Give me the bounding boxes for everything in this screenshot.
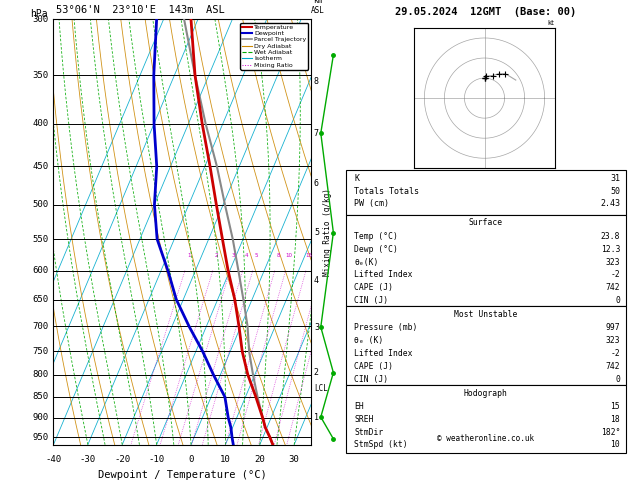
Text: 23.8: 23.8 <box>601 232 620 241</box>
Text: Surface: Surface <box>469 218 503 227</box>
FancyBboxPatch shape <box>346 215 626 307</box>
Text: 700: 700 <box>32 322 48 331</box>
Text: 323: 323 <box>606 336 620 345</box>
Text: 323: 323 <box>606 258 620 267</box>
Text: Most Unstable: Most Unstable <box>454 310 518 319</box>
Text: hPa: hPa <box>30 9 48 19</box>
Text: 7: 7 <box>314 129 319 138</box>
Text: 300: 300 <box>32 15 48 24</box>
Text: km
ASL: km ASL <box>311 0 325 15</box>
Text: -20: -20 <box>114 455 130 464</box>
Text: 10: 10 <box>611 440 620 450</box>
Text: 600: 600 <box>32 266 48 275</box>
Text: -10: -10 <box>148 455 165 464</box>
Text: 4: 4 <box>314 276 319 285</box>
Text: 31: 31 <box>610 174 620 183</box>
Text: 900: 900 <box>32 413 48 422</box>
Text: 0: 0 <box>615 296 620 305</box>
Text: StmSpd (kt): StmSpd (kt) <box>354 440 408 450</box>
Text: CIN (J): CIN (J) <box>354 375 389 383</box>
Text: -40: -40 <box>45 455 62 464</box>
Text: 10: 10 <box>286 253 292 259</box>
Legend: Temperature, Dewpoint, Parcel Trajectory, Dry Adiabat, Wet Adiabat, Isotherm, Mi: Temperature, Dewpoint, Parcel Trajectory… <box>240 22 308 69</box>
Text: 742: 742 <box>606 362 620 371</box>
Text: 20: 20 <box>254 455 265 464</box>
Text: 182°: 182° <box>601 428 620 437</box>
Text: 550: 550 <box>32 235 48 243</box>
Text: kt: kt <box>548 20 555 26</box>
Text: 950: 950 <box>32 433 48 442</box>
Text: 1: 1 <box>314 413 319 421</box>
Text: 997: 997 <box>606 324 620 332</box>
Text: CAPE (J): CAPE (J) <box>354 362 393 371</box>
Text: Mixing Ratio (g/kg): Mixing Ratio (g/kg) <box>323 188 331 276</box>
Text: 0: 0 <box>188 455 194 464</box>
Text: Dewp (°C): Dewp (°C) <box>354 245 398 254</box>
Text: 2: 2 <box>314 368 319 377</box>
Text: -2: -2 <box>611 270 620 279</box>
Text: StmDir: StmDir <box>354 428 384 437</box>
Text: 15: 15 <box>611 402 620 411</box>
Text: 650: 650 <box>32 295 48 304</box>
Text: LCL: LCL <box>314 384 328 393</box>
Text: Lifted Index: Lifted Index <box>354 349 413 358</box>
Text: Hodograph: Hodograph <box>464 388 508 398</box>
Text: 30: 30 <box>289 455 299 464</box>
Text: 1: 1 <box>187 253 191 259</box>
Text: -30: -30 <box>80 455 96 464</box>
Text: 350: 350 <box>32 71 48 80</box>
Text: 8: 8 <box>277 253 280 259</box>
Text: 400: 400 <box>32 119 48 128</box>
Text: EH: EH <box>354 402 364 411</box>
Text: 2: 2 <box>214 253 218 259</box>
Text: © weatheronline.co.uk: © weatheronline.co.uk <box>437 434 535 443</box>
Text: 742: 742 <box>606 283 620 292</box>
Text: 4: 4 <box>245 253 248 259</box>
Text: 800: 800 <box>32 370 48 380</box>
Text: 500: 500 <box>32 200 48 209</box>
Text: 12.3: 12.3 <box>601 245 620 254</box>
Text: -2: -2 <box>611 349 620 358</box>
Text: 3: 3 <box>314 323 319 331</box>
Text: 750: 750 <box>32 347 48 356</box>
Text: 53°06'N  23°10'E  143m  ASL: 53°06'N 23°10'E 143m ASL <box>56 5 225 15</box>
Text: Dewpoint / Temperature (°C): Dewpoint / Temperature (°C) <box>98 470 267 480</box>
Text: CAPE (J): CAPE (J) <box>354 283 393 292</box>
Text: 10: 10 <box>220 455 231 464</box>
Text: 450: 450 <box>32 162 48 171</box>
Text: 5: 5 <box>255 253 258 259</box>
Text: PW (cm): PW (cm) <box>354 199 389 208</box>
Text: θₑ (K): θₑ (K) <box>354 336 384 345</box>
Text: Totals Totals: Totals Totals <box>354 187 420 195</box>
Text: 5: 5 <box>314 228 319 237</box>
Text: 3: 3 <box>232 253 235 259</box>
Text: CIN (J): CIN (J) <box>354 296 389 305</box>
Text: 18: 18 <box>611 415 620 424</box>
Text: 850: 850 <box>32 392 48 401</box>
Text: 2.43: 2.43 <box>600 199 620 208</box>
FancyBboxPatch shape <box>346 385 626 453</box>
Text: Pressure (mb): Pressure (mb) <box>354 324 418 332</box>
Text: θₑ(K): θₑ(K) <box>354 258 379 267</box>
Text: 29.05.2024  12GMT  (Base: 00): 29.05.2024 12GMT (Base: 00) <box>395 7 577 17</box>
Text: 0: 0 <box>615 375 620 383</box>
FancyBboxPatch shape <box>346 171 626 215</box>
Text: Lifted Index: Lifted Index <box>354 270 413 279</box>
Text: K: K <box>354 174 359 183</box>
Text: 8: 8 <box>314 77 319 86</box>
Text: 15: 15 <box>306 253 313 259</box>
Text: SREH: SREH <box>354 415 374 424</box>
FancyBboxPatch shape <box>346 307 626 385</box>
Text: 6: 6 <box>314 179 319 188</box>
Text: 50: 50 <box>610 187 620 195</box>
Text: Temp (°C): Temp (°C) <box>354 232 398 241</box>
